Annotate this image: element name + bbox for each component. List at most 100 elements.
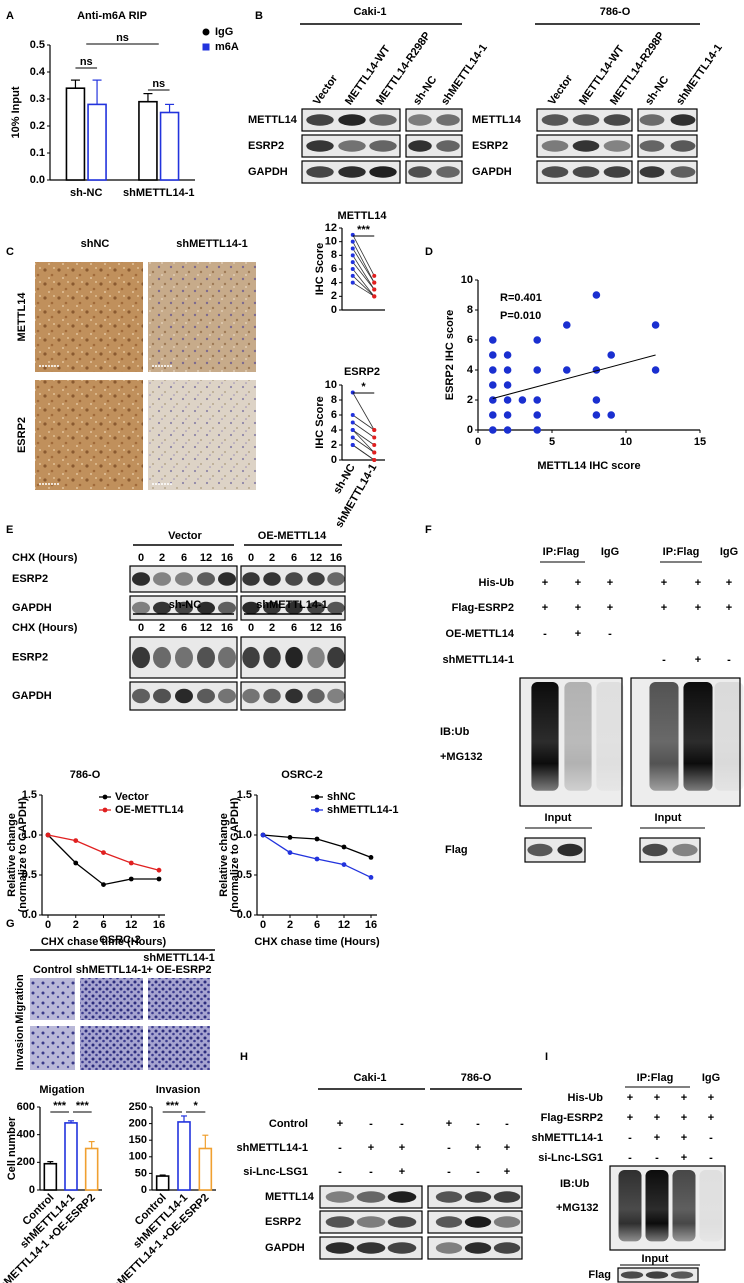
point [287, 835, 293, 840]
y-tick-label: 0.5 [237, 869, 252, 881]
row-label: GAPDH [248, 166, 288, 178]
lane-label: 2 [269, 622, 275, 634]
band [153, 601, 171, 615]
sign: + [337, 1118, 343, 1130]
sign: - [543, 628, 547, 640]
band [435, 1191, 463, 1203]
y-tick-label: 600 [17, 1101, 35, 1113]
panel-label: B [255, 10, 263, 22]
chart-title: METTL14 [338, 210, 388, 222]
point [651, 321, 660, 329]
bar [43, 1162, 58, 1191]
band [639, 140, 665, 152]
point [489, 426, 497, 434]
smear [618, 1170, 642, 1242]
band [197, 646, 215, 669]
pair-line [352, 241, 375, 283]
sign: + [368, 1142, 374, 1154]
sign: + [446, 1118, 452, 1130]
bar [177, 1121, 191, 1191]
column-label: shMETTL14-1 [176, 238, 248, 250]
header-label: IP:Flag [543, 546, 580, 558]
ihc-image [148, 262, 256, 372]
y-tick-label: 4 [467, 364, 474, 376]
point [350, 239, 355, 244]
row-label: His-Ub [568, 1092, 604, 1104]
row-label: METTL14 [265, 1191, 315, 1203]
sign: + [627, 1112, 633, 1124]
lane-label: 2 [159, 552, 165, 564]
point [372, 450, 377, 455]
x-tick-label: 16 [365, 919, 377, 931]
x-tick-label: 10 [620, 436, 632, 448]
sign: - [338, 1166, 342, 1178]
band [218, 601, 236, 615]
y-tick-label: 0.0 [30, 174, 45, 186]
y-tick-label: 0 [29, 1184, 35, 1196]
row-label: His-Ub [479, 577, 515, 589]
point [350, 443, 355, 447]
lane-label: 12 [310, 552, 322, 564]
input-label: Input [545, 812, 572, 824]
sign: + [708, 1112, 714, 1124]
sign: + [627, 1092, 633, 1104]
point [503, 366, 512, 374]
row-label: METTL14 [248, 114, 298, 126]
chart-title: 786-O [70, 769, 101, 781]
pair-line [352, 437, 375, 453]
band [670, 166, 696, 178]
x-tick-label: 2 [287, 919, 293, 931]
band [639, 166, 665, 178]
point [350, 260, 355, 265]
band [527, 843, 553, 857]
band [263, 572, 281, 586]
group-title: sh-NC [169, 599, 201, 611]
y-tick-label: 10 [325, 379, 337, 391]
point [489, 366, 497, 374]
point [489, 381, 497, 389]
sign: + [681, 1112, 687, 1124]
point [372, 458, 377, 462]
row-label: ESRP2 [248, 140, 284, 152]
legend-marker [102, 794, 108, 800]
band [642, 843, 668, 857]
y-tick-label: 0.0 [237, 909, 252, 921]
band [670, 140, 696, 152]
y-tick-label: 150 [129, 1134, 147, 1146]
band [338, 166, 366, 178]
sign: - [476, 1118, 480, 1130]
bar [159, 111, 180, 181]
band [153, 572, 171, 586]
x-tick-label: 6 [314, 919, 320, 931]
y-axis-label: Relative change [218, 813, 230, 897]
band [464, 1191, 492, 1203]
band [307, 572, 325, 586]
group-title: OSRC-2 [99, 934, 141, 946]
y-axis-label: IHC Score [314, 243, 326, 296]
band [285, 688, 303, 704]
lane-label: 6 [181, 622, 187, 634]
significance-label: *** [166, 1100, 180, 1112]
point [372, 428, 377, 432]
band [408, 166, 432, 178]
y-tick-label: 200 [129, 1118, 147, 1130]
lane-label: 12 [310, 622, 322, 634]
band [327, 688, 345, 704]
point [287, 850, 293, 855]
pair-line [352, 268, 375, 297]
row-label: shMETTL14-1 [236, 1142, 308, 1154]
annotation: P=0.010 [500, 310, 541, 322]
band [242, 688, 260, 704]
point [314, 836, 320, 842]
y-tick-label: 2 [331, 290, 337, 302]
y-tick-label: 4 [331, 424, 338, 436]
group-title: OE-METTL14 [258, 530, 327, 542]
point [533, 366, 541, 374]
x-tick-label: 0 [475, 436, 481, 448]
row-label: OE-METTL14 [446, 628, 515, 640]
y-tick-label: 0.4 [30, 66, 46, 78]
y-tick-label: 2 [467, 394, 473, 406]
significance-label: ns [152, 78, 165, 90]
band [493, 1191, 521, 1203]
pair-line [352, 282, 375, 297]
